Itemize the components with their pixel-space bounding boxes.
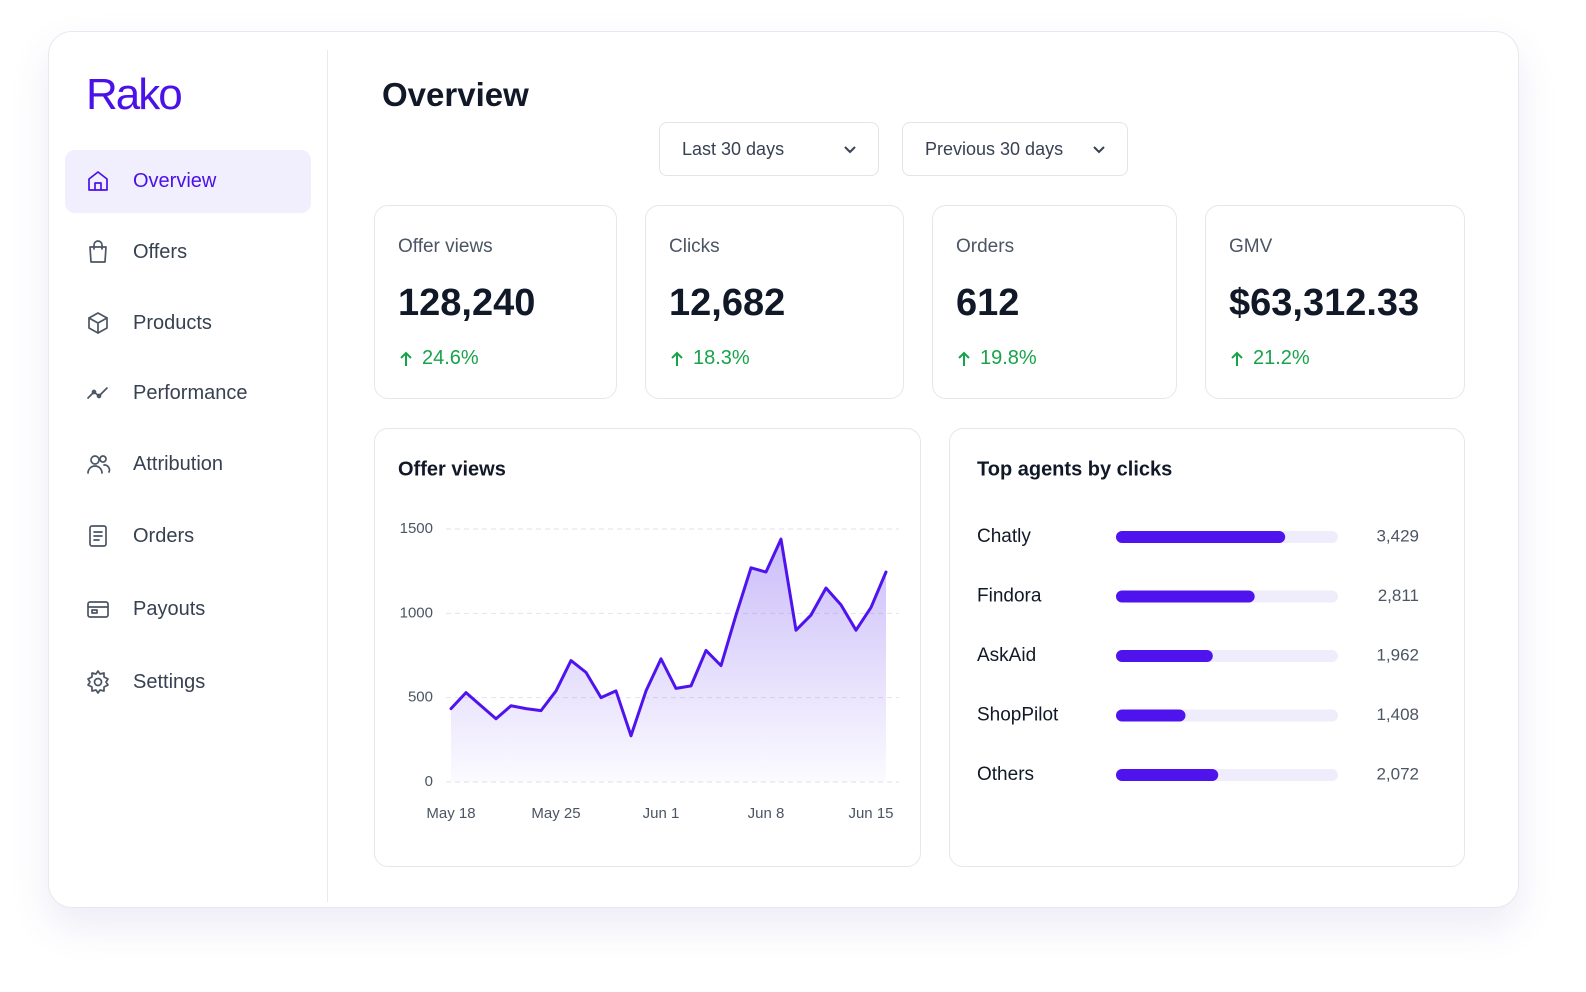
- nav-label: Overview: [133, 169, 217, 192]
- nav-item[interactable]: Attribution: [85, 449, 223, 479]
- kpi-value: $63,312.33: [1229, 282, 1420, 324]
- dropdown-label: Previous 30 days: [925, 138, 1064, 159]
- x-tick-label: Jun 1: [643, 805, 680, 822]
- value-label: 2,072: [1376, 764, 1419, 783]
- nav-label: Settings: [133, 670, 206, 693]
- x-tick-label: Jun 8: [748, 805, 785, 822]
- kpi-label: Offer views: [398, 236, 493, 257]
- category-label: ShopPilot: [977, 705, 1059, 726]
- bar-chart-card: Top agents by clicks Chatly 3,429 Findora 2…: [949, 428, 1465, 867]
- bar: [1116, 709, 1186, 722]
- kpi-change: 19.8%: [956, 347, 1037, 370]
- nav-label: Offers: [133, 240, 188, 263]
- compare-range-dropdown[interactable]: Previous 30 days: [902, 122, 1128, 176]
- kpi-value: 128,240: [398, 282, 536, 324]
- x-tick-label: May 25: [531, 805, 580, 822]
- x-tick-label: Jun 15: [848, 805, 893, 822]
- x-tick-label: May 18: [426, 805, 475, 822]
- category-label: Chatly: [977, 526, 1031, 547]
- nav-active-background: [65, 150, 311, 213]
- kpi-change-text: 19.8%: [980, 347, 1037, 369]
- kpi-value: 612: [956, 282, 1020, 324]
- kpi-card: Orders 612 19.8%: [932, 205, 1177, 399]
- y-tick-label: 1000: [400, 604, 433, 621]
- dropdown-label: Last 30 days: [682, 138, 785, 159]
- category-label: Findora: [977, 586, 1042, 607]
- chart-title: Top agents by clicks: [977, 458, 1172, 480]
- nav-label: Payouts: [133, 597, 206, 620]
- kpi-change-text: 24.6%: [422, 347, 479, 369]
- kpi-card: Offer views 128,240 24.6%: [374, 205, 617, 399]
- sidebar-divider: [327, 50, 328, 902]
- kpi-label: GMV: [1229, 236, 1273, 257]
- category-label: Others: [977, 764, 1034, 785]
- value-label: 1,408: [1376, 705, 1419, 724]
- bar: [1116, 769, 1219, 781]
- nav-item[interactable]: Orders: [85, 521, 194, 551]
- kpi-card: Clicks 12,682 18.3%: [645, 205, 904, 399]
- brand-logo[interactable]: Rako: [86, 70, 183, 119]
- kpi-change-text: 18.3%: [693, 347, 750, 369]
- kpi-change: 18.3%: [669, 347, 750, 370]
- nav-item[interactable]: Products: [85, 308, 212, 338]
- nav-label: Orders: [133, 524, 195, 547]
- kpi-change: 24.6%: [398, 347, 479, 370]
- bar: [1116, 650, 1213, 662]
- nav-label: Products: [133, 311, 212, 334]
- nav-item[interactable]: Payouts: [85, 594, 205, 624]
- y-tick-label: 0: [425, 773, 433, 790]
- kpi-card: GMV $63,312.33 21.2%: [1205, 205, 1465, 399]
- bar: [1116, 590, 1255, 603]
- nav-item[interactable]: Performance: [85, 378, 248, 408]
- kpi-label: Clicks: [669, 236, 720, 257]
- kpi-value: 12,682: [669, 282, 786, 324]
- date-range-dropdown[interactable]: Last 30 days: [659, 122, 879, 176]
- line: [449, 537, 888, 738]
- bar: [1116, 531, 1286, 543]
- page-title: Overview: [382, 76, 529, 113]
- y-tick-label: 1500: [400, 520, 433, 537]
- y-tick-label: 500: [408, 689, 433, 706]
- value-label: 2,811: [1378, 586, 1419, 605]
- category-label: AskAid: [977, 645, 1036, 666]
- nav-item[interactable]: Settings: [85, 667, 205, 697]
- line-chart-card: Offer views 0 500 1000 1500 May 18 May 25 Jun …: [374, 428, 921, 867]
- nav-label: Attribution: [133, 452, 224, 475]
- nav-label: Performance: [133, 381, 248, 404]
- nav-item[interactable]: Offers: [85, 237, 187, 267]
- kpi-change: 21.2%: [1229, 347, 1310, 370]
- value-label: 3,429: [1376, 526, 1419, 545]
- kpi-change-text: 21.2%: [1253, 347, 1310, 369]
- kpi-label: Orders: [956, 236, 1015, 257]
- nav-item[interactable]: Overview: [85, 166, 216, 196]
- value-label: 1,962: [1376, 645, 1419, 664]
- chart-title: Offer views: [398, 458, 506, 480]
- area: [451, 539, 886, 782]
